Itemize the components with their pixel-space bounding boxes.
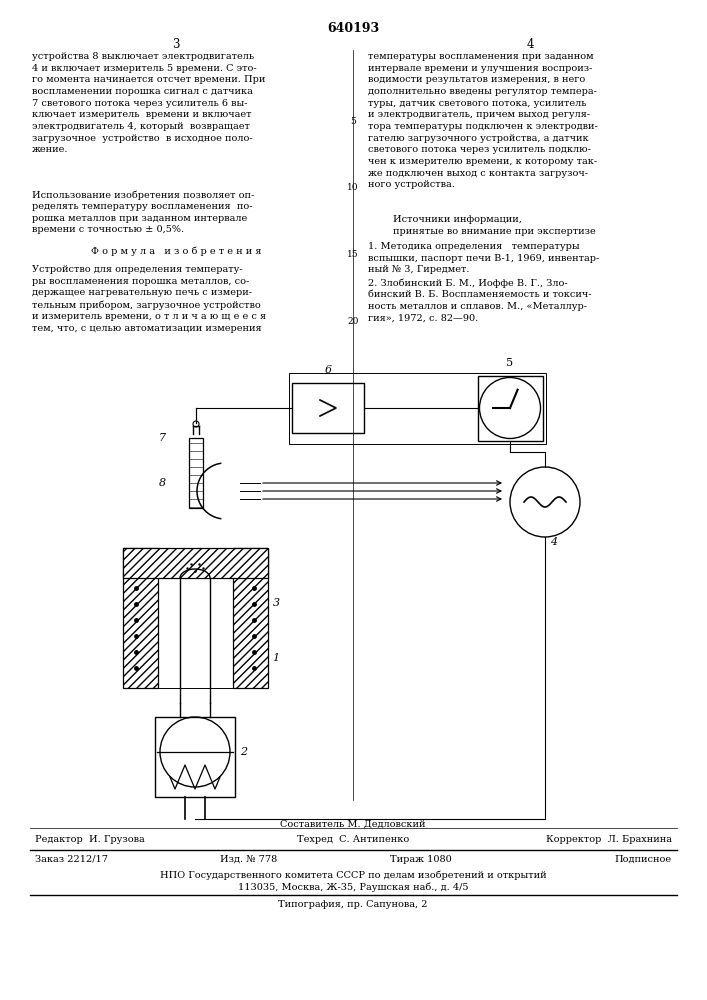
Text: 640193: 640193 [327, 22, 379, 35]
Text: 5: 5 [506, 358, 513, 367]
Text: Типография, пр. Сапунова, 2: Типография, пр. Сапунова, 2 [279, 900, 428, 909]
Text: Тираж 1080: Тираж 1080 [390, 855, 452, 864]
Bar [189, 438, 203, 508]
Text: Источники информации,
принятые во внимание при экспертизе: Источники информации, принятые во вниман… [393, 215, 596, 236]
Text: устройства 8 выключает электродвигатель
4 и включает измеритель 5 времени. С это: устройства 8 выключает электродвигатель … [32, 52, 265, 154]
Text: 113035, Москва, Ж-35, Раушская наб., д. 4/5: 113035, Москва, Ж-35, Раушская наб., д. … [238, 882, 468, 892]
Text: Редактор  И. Грузова: Редактор И. Грузова [35, 835, 145, 844]
Text: Корректор  Л. Брахнина: Корректор Л. Брахнина [546, 835, 672, 844]
Text: Устройство для определения температу-
ры воспламенения порошка металлов, со-
дер: Устройство для определения температу- ры… [32, 265, 266, 333]
Bar [122, 548, 158, 688]
Text: Ф о р м у л а   и з о б р е т е н и я: Ф о р м у л а и з о б р е т е н и я [90, 247, 262, 256]
Text: 2: 2 [240, 747, 247, 757]
Bar [155, 717, 235, 797]
Bar [289, 372, 546, 444]
Text: Использование изобретения позволяет оп-
ределять температуру воспламенения  по-
: Использование изобретения позволяет оп- … [32, 190, 255, 234]
Text: 2. Злобинский Б. М., Иоффе В. Г., Зло-
бинский В. Б. Воспламеняемость и токсич-
: 2. Злобинский Б. М., Иоффе В. Г., Зло- б… [368, 278, 592, 322]
Text: НПО Государственного комитета СССР по делам изобретений и открытий: НПО Государственного комитета СССР по де… [160, 870, 547, 880]
Text: 1. Методика определения   температуры
вспышки, паспорт печи В-1, 1969, инвентар-: 1. Методика определения температуры вспы… [368, 242, 600, 274]
Bar [477, 375, 542, 440]
Text: 3: 3 [272, 598, 280, 608]
Text: Подписное: Подписное [615, 855, 672, 864]
Bar [122, 548, 267, 578]
Text: 4: 4 [526, 38, 534, 51]
Text: Составитель М. Дедловский: Составитель М. Дедловский [280, 820, 426, 829]
Text: 6: 6 [325, 365, 332, 375]
Text: 20: 20 [347, 317, 358, 326]
Bar [292, 383, 364, 433]
Text: Заказ 2212/17: Заказ 2212/17 [35, 855, 108, 864]
Text: 3: 3 [173, 38, 180, 51]
Text: 15: 15 [347, 250, 359, 259]
Text: 1: 1 [272, 653, 280, 663]
Text: 10: 10 [347, 183, 358, 192]
Text: 8: 8 [159, 478, 166, 488]
Text: Изд. № 778: Изд. № 778 [220, 855, 277, 864]
Bar [233, 548, 267, 688]
Text: 5: 5 [350, 117, 356, 126]
Text: 4: 4 [550, 537, 557, 547]
Text: температуры воспламенения при заданном
интервале времени и улучшения воспроиз-
в: температуры воспламенения при заданном и… [368, 52, 597, 189]
Text: Техред  С. Антипенко: Техред С. Антипенко [297, 835, 409, 844]
Text: 7: 7 [159, 433, 166, 443]
